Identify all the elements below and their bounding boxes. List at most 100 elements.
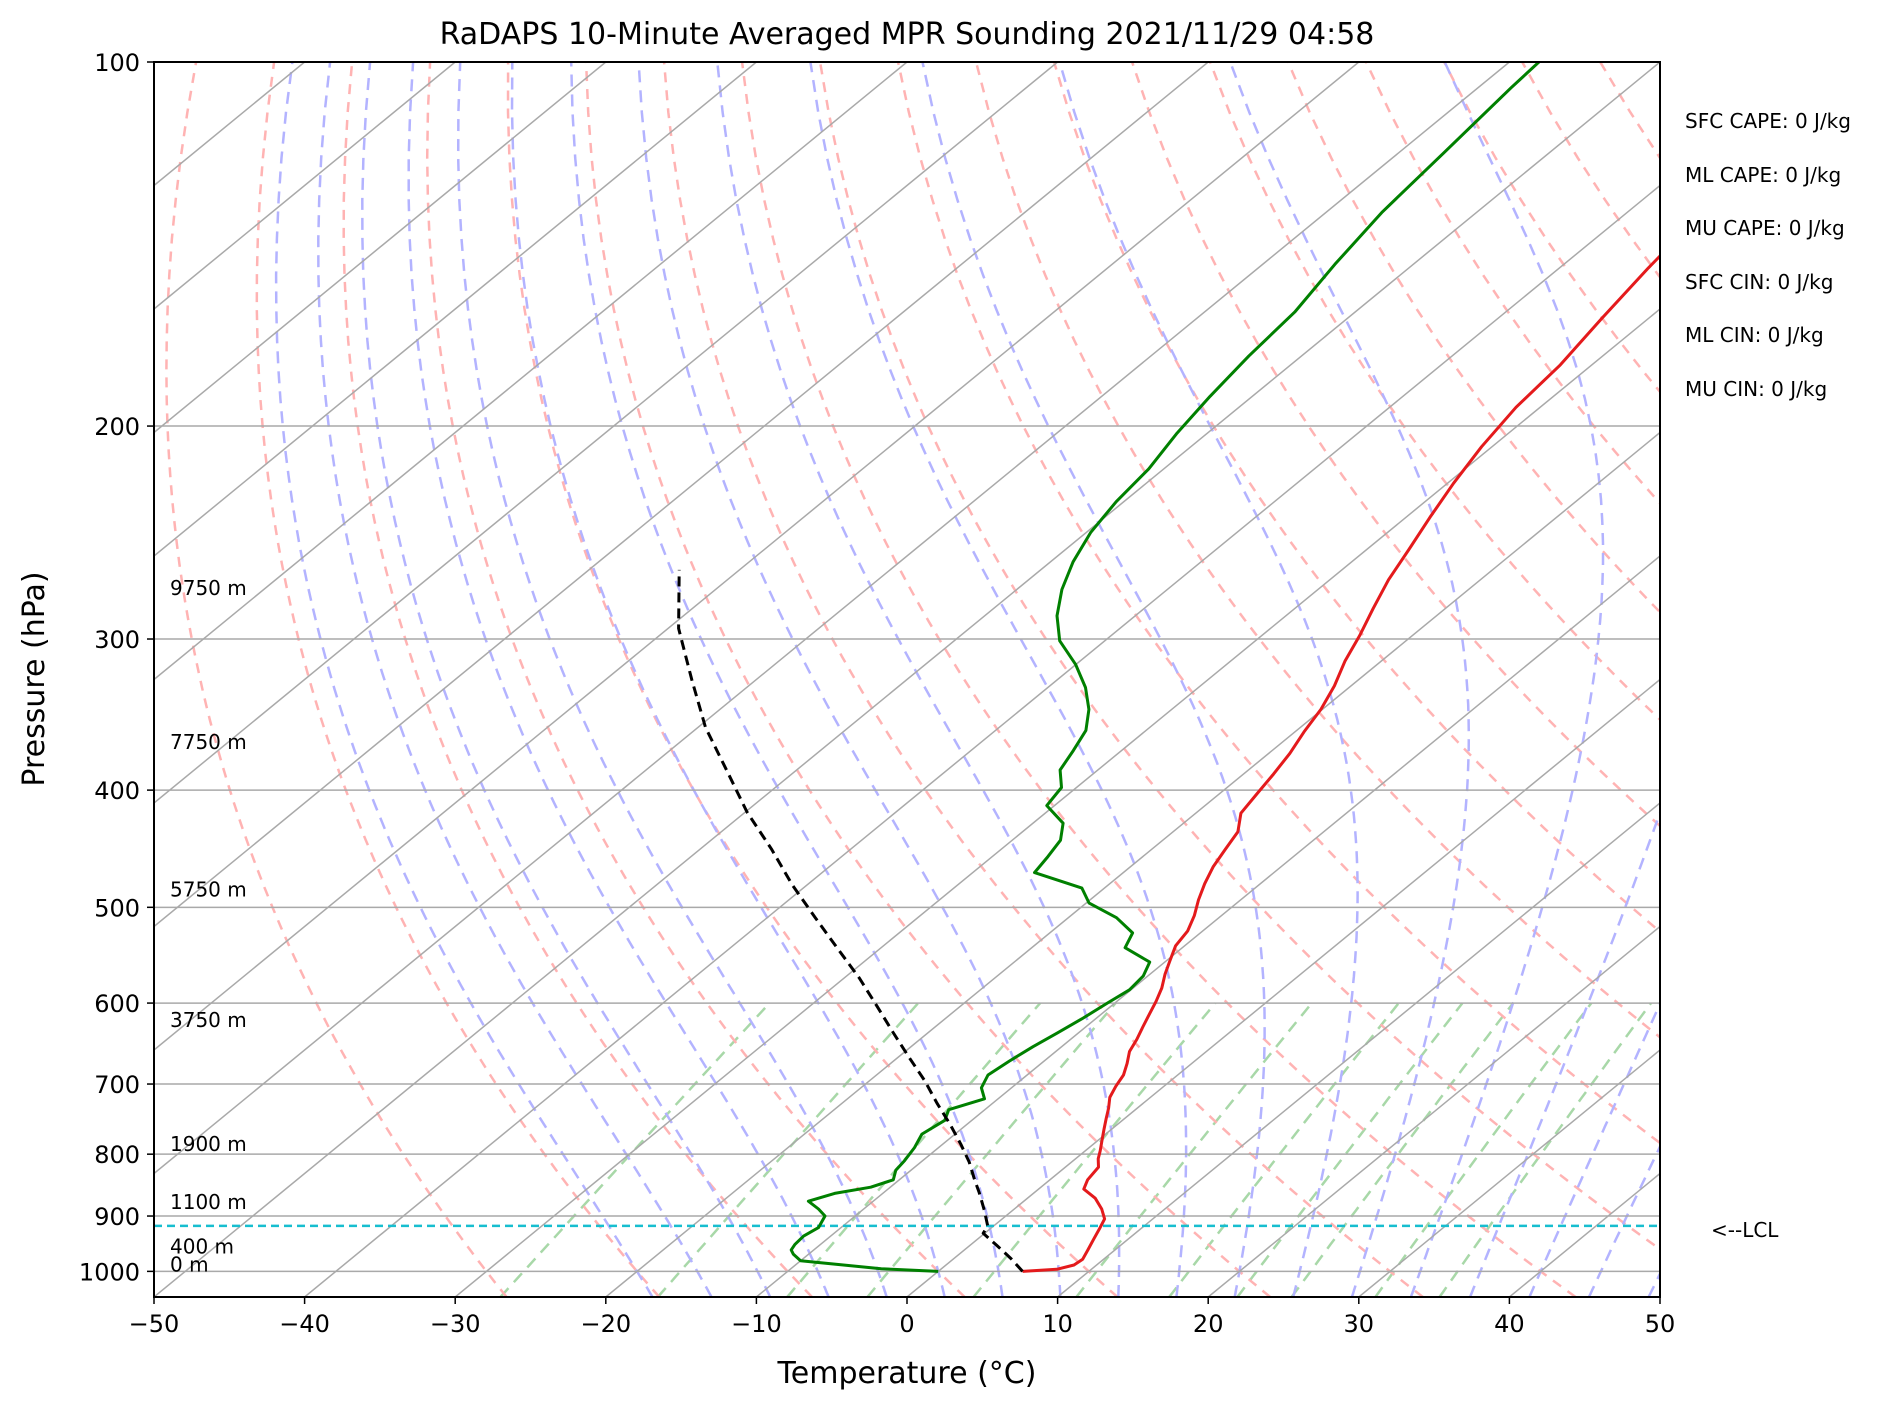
stat-ml-cape: ML CAPE: 0 J/kg — [1685, 163, 1841, 187]
isotherm-line — [1659, 1296, 1660, 1297]
moist-adiabat-line — [274, 62, 654, 1297]
x-tick-label: 40 — [1494, 1310, 1525, 1338]
stat-mu-cin: MU CIN: 0 J/kg — [1685, 377, 1827, 401]
isotherm-line — [154, 62, 1209, 928]
mixing-ratio-line — [1075, 1002, 1313, 1297]
chart-title: RaDAPS 10-Minute Averaged MPR Sounding 2… — [440, 17, 1375, 52]
moist-adiabat-line — [317, 62, 713, 1297]
height-label: 0 m — [170, 1252, 209, 1276]
dry-adiabat-line — [342, 62, 813, 1297]
mixing-ratio-line — [1236, 1002, 1464, 1297]
height-labels: 9750 m 7750 m 5750 m 3750 m 1900 m 1100 m 400 … — [170, 576, 247, 1276]
x-tick-label: −20 — [580, 1310, 631, 1338]
dry-adiabat-line — [1678, 62, 1882, 1297]
isotherm-line — [154, 62, 1360, 1051]
isotherms — [154, 62, 1660, 1297]
moist-adiabats — [274, 62, 1660, 1297]
height-label: 9750 m — [170, 576, 247, 600]
isotherm-line — [605, 431, 1660, 1297]
dewpoint-profile-line — [789, 62, 1542, 1273]
moist-adiabat-line — [361, 62, 772, 1297]
isotherm-line — [154, 62, 456, 310]
dry-adiabat-line — [818, 62, 1660, 1251]
x-tick-label: −30 — [430, 1310, 481, 1338]
isotherm-line — [906, 678, 1660, 1297]
y-tick-label: 800 — [94, 1141, 140, 1169]
moist-adiabat-line — [1468, 809, 1660, 1297]
dry-adiabat-line — [1834, 62, 1882, 1297]
isotherm-line — [755, 555, 1660, 1297]
y-tick-label: 400 — [94, 777, 140, 805]
moist-adiabat-line — [809, 62, 1188, 1297]
pressure-gridlines — [154, 62, 1660, 1273]
mixing-ratio-line — [1374, 1002, 1593, 1297]
x-axis-ticks: −50 −40 −30 −20 −10 0 10 20 30 40 50 — [129, 1297, 1676, 1338]
dry-adiabat-line — [896, 62, 1660, 1145]
temperature-profile-line — [1022, 253, 1660, 1273]
y-tick-label: 1000 — [79, 1258, 140, 1286]
dry-adiabat-line — [506, 62, 1119, 1297]
y-tick-label: 600 — [94, 990, 140, 1018]
mixing-ratio-line — [1290, 1002, 1515, 1297]
isotherm-line — [154, 62, 1059, 804]
height-label: 1100 m — [170, 1190, 247, 1214]
moist-adiabat-line — [716, 62, 1121, 1297]
moist-adiabat-line — [1229, 62, 1471, 1297]
moist-adiabat-line — [1647, 1270, 1660, 1297]
height-label: 400 m — [170, 1235, 234, 1259]
height-label: 1900 m — [170, 1132, 247, 1156]
isotherm-line — [154, 62, 908, 681]
moist-adiabat-line — [1058, 62, 1359, 1297]
moist-adiabat-line — [569, 62, 1004, 1297]
height-label: 3750 m — [170, 1008, 247, 1032]
x-tick-label: −40 — [279, 1310, 330, 1338]
x-axis-label: Temperature (°C) — [777, 1356, 1037, 1391]
moist-adiabat-line — [407, 62, 830, 1297]
dry-adiabat-line — [1052, 62, 1660, 934]
y-tick-label: 500 — [94, 894, 140, 922]
y-axis-label: Pressure (hPa) — [17, 571, 52, 786]
height-label: 5750 m — [170, 878, 247, 902]
x-tick-label: 30 — [1344, 1310, 1375, 1338]
dry-adiabat-line — [165, 62, 508, 1297]
y-axis-ticks: 100 200 300 400 500 600 700 800 900 1000 — [79, 49, 154, 1286]
y-tick-label: 300 — [94, 626, 140, 654]
isotherm-line — [1207, 925, 1660, 1297]
y-tick-label: 900 — [94, 1203, 140, 1231]
y-tick-label: 100 — [94, 49, 140, 77]
x-tick-label: −50 — [129, 1310, 180, 1338]
mixing-ratio-line — [499, 1002, 771, 1297]
x-tick-label: −10 — [731, 1310, 782, 1338]
isotherm-line — [1057, 802, 1660, 1297]
isotherm-line — [1358, 1049, 1660, 1297]
isotherm-line — [154, 62, 607, 434]
moist-adiabat-line — [510, 62, 946, 1297]
isotherm-line — [154, 62, 1510, 1175]
sounding-profiles — [677, 62, 1660, 1273]
isotherm-line — [154, 62, 1660, 1297]
stats-panel: SFC CAPE: 0 J/kg ML CAPE: 0 J/kg MU CAPE… — [1685, 109, 1851, 401]
isotherm-line — [454, 308, 1660, 1297]
x-tick-label: 50 — [1645, 1310, 1676, 1338]
mixing-ratio-lines — [499, 1002, 1653, 1297]
dry-adiabat-line — [662, 62, 1424, 1297]
moist-adiabat-line — [1409, 62, 1605, 1297]
dry-adiabat-line — [1756, 62, 1882, 1297]
isotherm-line — [304, 184, 1660, 1297]
y-tick-label: 700 — [94, 1071, 140, 1099]
stat-mu-cape: MU CAPE: 0 J/kg — [1685, 216, 1845, 240]
height-label: 7750 m — [170, 730, 247, 754]
mixing-ratio-line — [1168, 1002, 1400, 1297]
x-tick-label: 10 — [1042, 1310, 1073, 1338]
mixing-ratio-line — [656, 1002, 920, 1297]
parcel-profile-line — [677, 569, 1024, 1273]
stat-ml-cin: ML CIN: 0 J/kg — [1685, 323, 1824, 347]
moist-adiabat-line — [1528, 1000, 1660, 1297]
stat-sfc-cape: SFC CAPE: 0 J/kg — [1685, 109, 1851, 133]
lcl-label: <--LCL — [1711, 1218, 1779, 1242]
moist-adiabat-line — [456, 62, 888, 1297]
mixing-ratio-line — [1438, 1002, 1653, 1297]
mixing-ratio-line — [972, 1002, 1217, 1297]
dry-adiabat-line — [255, 62, 661, 1297]
